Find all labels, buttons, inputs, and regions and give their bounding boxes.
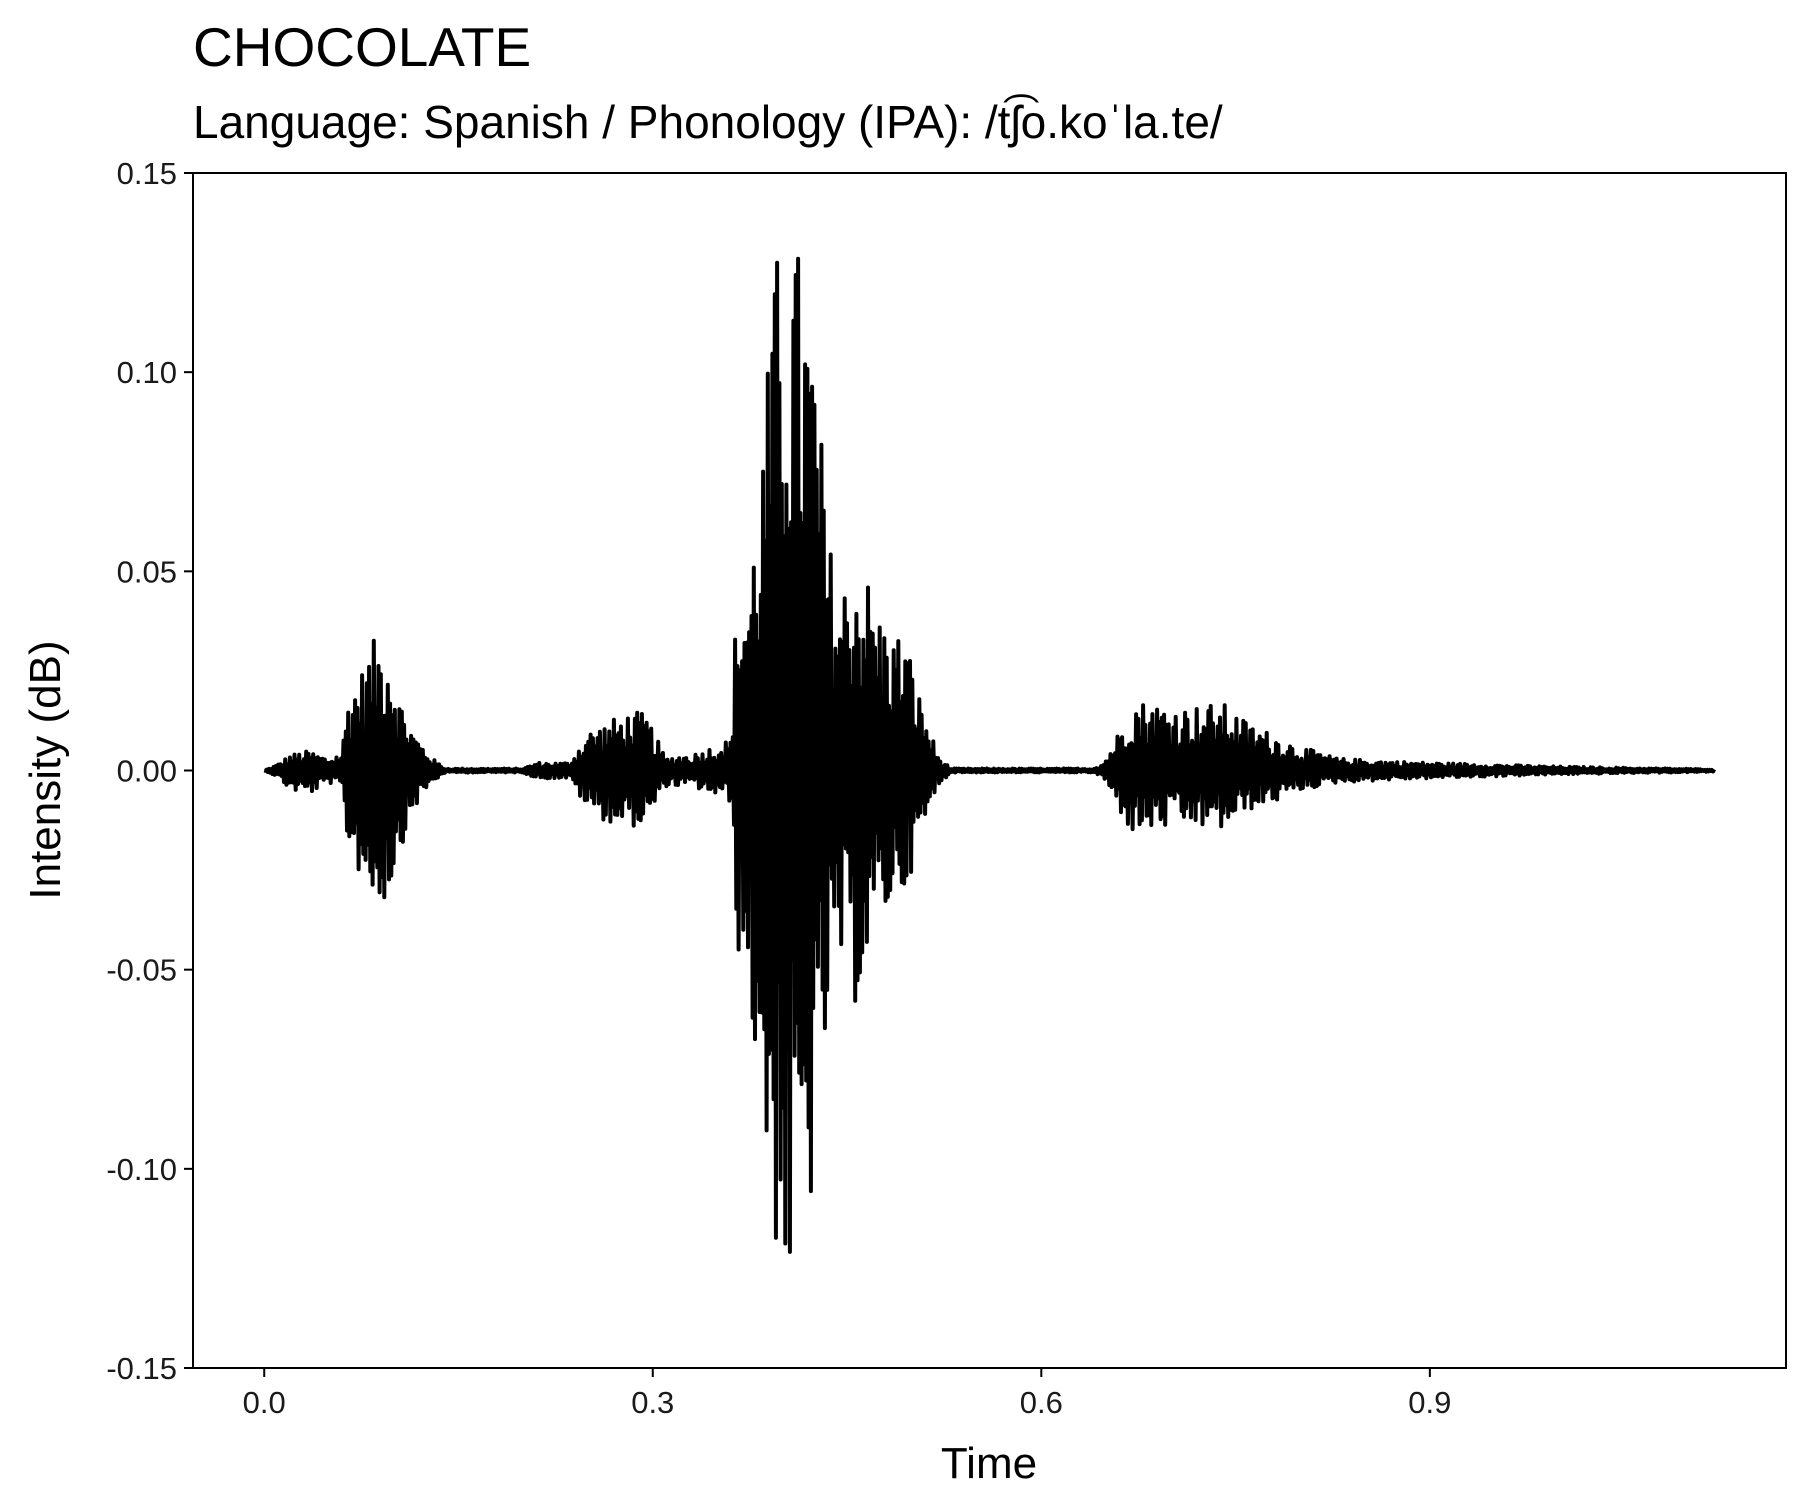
y-tick-label: -0.05 [106,953,177,988]
waveform-line [263,256,1717,1254]
x-tick-label: 0.6 [1020,1385,1063,1420]
x-tick-label: 0.9 [1408,1385,1451,1420]
y-tick-label: 0.00 [117,754,177,789]
y-tick-label: 0.10 [117,355,177,390]
y-tick-label: -0.10 [106,1152,177,1187]
y-tick-label: -0.15 [106,1351,177,1386]
x-axis: 0.0 0.3 0.6 0.9 [243,1368,1451,1420]
x-tick-label: 0.3 [631,1385,674,1420]
y-axis-title: Intensity (dB) [21,640,70,899]
chart-title: CHOCOLATE [193,16,532,78]
chart-subtitle: Language: Spanish / Phonology (IPA): /tʃ… [193,96,1223,148]
x-axis-title: Time [941,1439,1037,1488]
y-axis: 0.15 0.10 0.05 0.00 -0.05 -0.10 -0.15 [106,156,193,1386]
x-tick-label: 0.0 [243,1385,286,1420]
waveform-series [263,256,1717,1254]
y-tick-label: 0.05 [117,554,177,589]
y-tick-label: 0.15 [117,156,177,191]
